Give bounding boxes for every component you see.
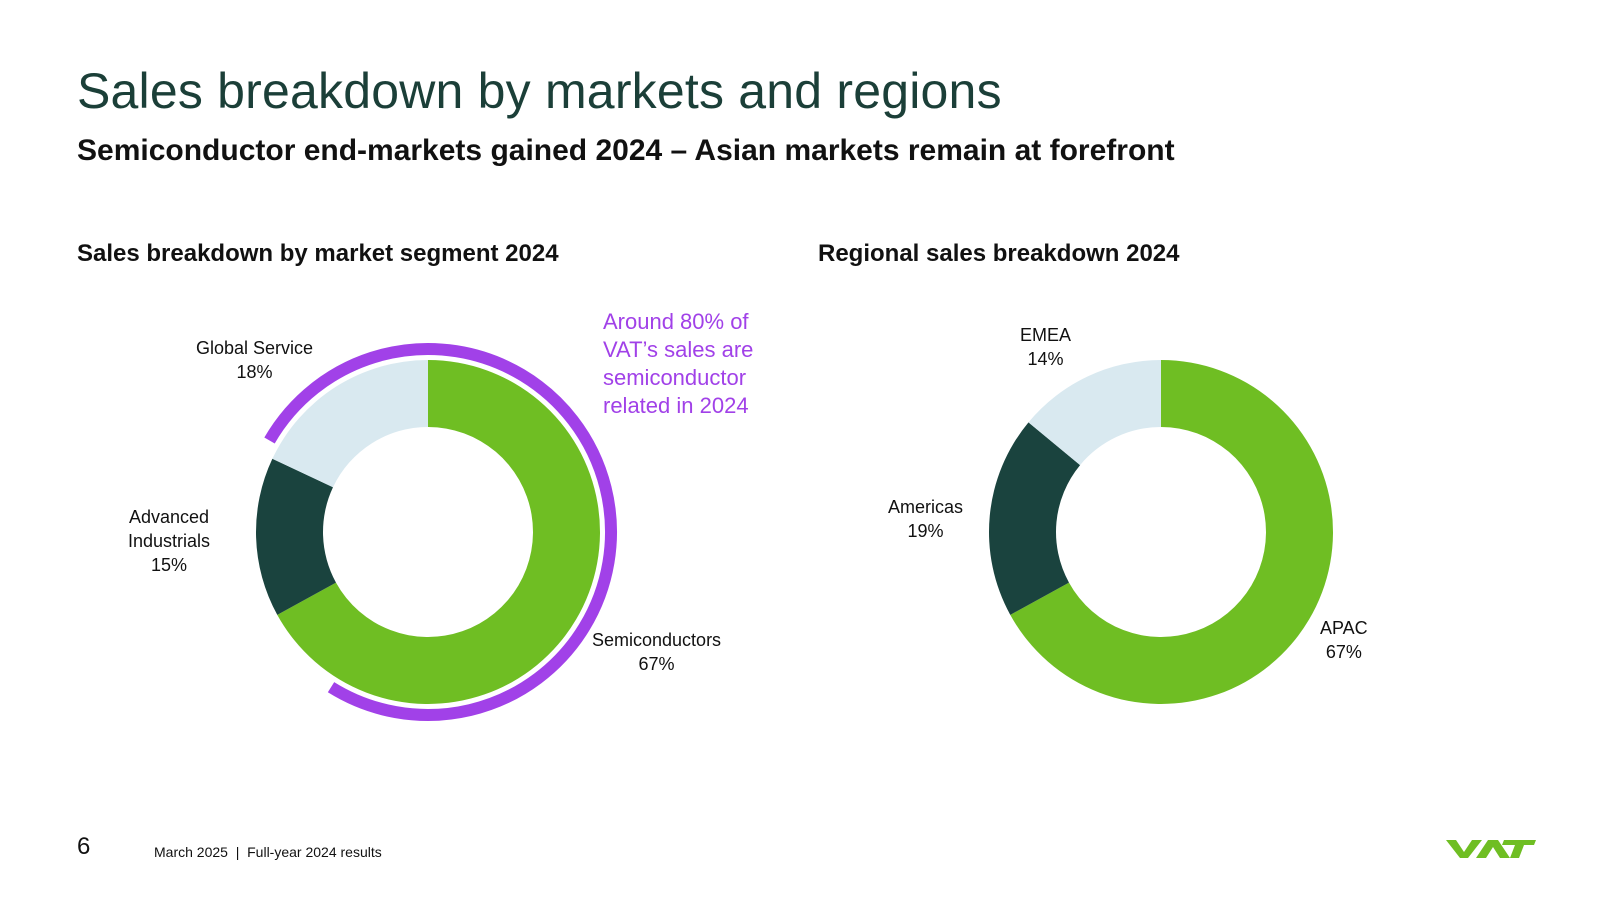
chart-title-regional: Regional sales breakdown 2024 bbox=[818, 240, 1180, 267]
label-global-service: Global Service 18% bbox=[196, 336, 313, 384]
donut-slice-apac bbox=[1010, 360, 1333, 705]
label-global-service-value: 18% bbox=[236, 362, 273, 382]
label-americas-name: Americas bbox=[888, 497, 964, 517]
callout-line-1: Around 80% of bbox=[603, 309, 749, 334]
label-emea-name: EMEA bbox=[1020, 325, 1072, 345]
footer-text: March 2025 | Full-year 2024 results bbox=[154, 844, 382, 860]
semiconductor-highlight-arc bbox=[264, 343, 617, 721]
page-title: Sales breakdown by markets and regions bbox=[77, 63, 1002, 119]
label-americas-value: 19% bbox=[907, 521, 944, 541]
label-apac-value: 67% bbox=[1325, 642, 1362, 662]
callout-line-2: VAT’s sales are bbox=[603, 337, 754, 362]
label-semiconductors: Semiconductors 67% bbox=[592, 628, 721, 676]
label-global-service-name: Global Service bbox=[196, 338, 314, 358]
label-semiconductors-value: 67% bbox=[638, 654, 675, 674]
label-advanced-industrials-name-1: Advanced bbox=[128, 507, 210, 527]
chart-title-market-segment: Sales breakdown by market segment 2024 bbox=[77, 240, 559, 267]
callout-line-4: related in 2024 bbox=[603, 393, 749, 418]
label-apac: APAC 67% bbox=[1320, 616, 1368, 664]
donut-slice-emea bbox=[1028, 360, 1161, 466]
label-emea-value: 14% bbox=[1027, 349, 1064, 369]
donut-slice-advanced-industrials bbox=[255, 458, 336, 615]
label-advanced-industrials: Advanced Industrials 15% bbox=[128, 505, 210, 577]
label-advanced-industrials-name-2: Industrials bbox=[128, 531, 211, 551]
donut-slice-semiconductors bbox=[277, 360, 600, 704]
label-americas: Americas 19% bbox=[888, 495, 963, 543]
label-emea: EMEA 14% bbox=[1020, 323, 1071, 371]
page-number: 6 bbox=[77, 833, 91, 860]
label-semiconductors-name: Semiconductors bbox=[592, 630, 722, 650]
donut-slice-global-service bbox=[272, 360, 428, 488]
label-advanced-industrials-value: 15% bbox=[151, 555, 188, 575]
semiconductor-callout: Around 80% of VAT’s sales are semiconduc… bbox=[603, 308, 753, 420]
callout-line-3: semiconductor bbox=[603, 365, 747, 390]
vat-logo bbox=[1446, 840, 1536, 858]
page-subtitle: Semiconductor end-markets gained 2024 – … bbox=[77, 134, 1175, 167]
donut-slice-americas bbox=[989, 422, 1081, 615]
label-apac-name: APAC bbox=[1320, 618, 1368, 638]
